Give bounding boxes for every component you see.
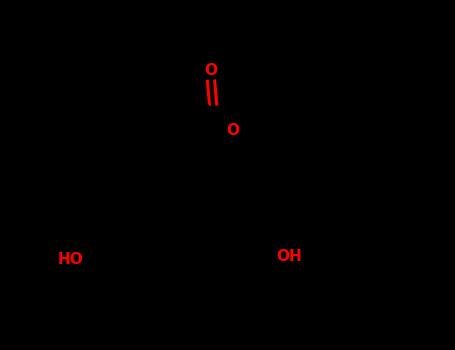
Text: O: O [226,123,239,138]
Text: O: O [204,63,217,78]
Text: HO: HO [58,252,83,266]
Text: OH: OH [276,249,302,264]
